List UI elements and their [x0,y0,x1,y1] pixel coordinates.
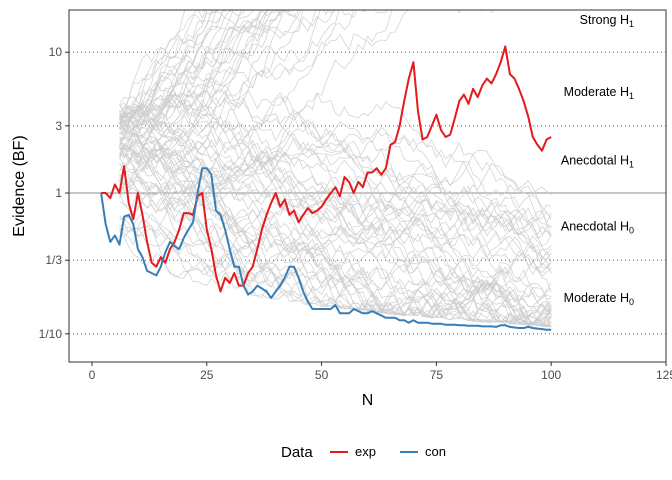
simulation-line [119,10,224,128]
simulation-line [119,190,552,245]
simulation-line [119,227,552,319]
simulation-line [119,68,552,262]
simulation-line [119,161,552,328]
background-simulations [119,10,552,328]
simulation-line [119,10,282,165]
simulation-line [119,10,230,142]
simulation-line [119,186,552,318]
simulation-line [119,94,552,287]
panel-border [68,9,667,363]
simulation-line [119,94,552,261]
simulation-line [119,132,552,292]
simulation-line [119,10,242,118]
simulation-line [119,10,462,160]
series-line-con [100,167,552,331]
simulation-line [119,170,552,328]
simulation-line [119,133,552,318]
legend-label-exp: exp [355,444,376,459]
simulation-line [119,114,552,233]
simulation-line [119,73,552,247]
simulation-line [119,10,329,199]
simulation-line [119,109,552,256]
y-tick-label-0: 1/10 [39,327,63,341]
annotation-4: Moderate H0 [564,291,634,307]
x-tick-label-2: 50 [315,368,329,382]
simulation-line [119,131,552,326]
simulation-line [119,10,393,221]
simulation-line [119,10,197,120]
simulation-line [119,10,299,125]
simulation-line [119,109,552,308]
simulation-line [119,10,227,116]
simulation-line [119,10,358,197]
y-axis-title: Evidence (BF) [11,135,28,236]
simulation-line [119,10,313,130]
x-tick-label-5: 125 [656,368,672,382]
simulation-line [119,10,208,115]
annotation-1: Moderate H1 [564,85,634,101]
simulation-line [119,186,552,270]
series-line-exp [101,45,552,293]
series-lines [100,45,552,331]
simulation-line [119,146,552,328]
x-tick-label-3: 75 [430,368,444,382]
simulation-line [119,120,552,325]
legend-title: Data [281,444,313,461]
y-tick-label-2: 1 [55,186,62,200]
simulation-line [119,128,552,196]
x-tick-label-0: 0 [89,368,96,382]
legend: Data exp con [281,444,446,461]
simulation-line [119,10,304,133]
axes: 0 25 50 75 100 125 1/10 1/3 1 3 10 [39,45,672,382]
y-tick-label-1: 1/3 [45,253,62,267]
reference-lines [69,51,666,335]
annotation-2: Anecdotal H1 [561,154,634,170]
simulation-line [119,109,552,237]
simulation-line [119,104,552,237]
x-tick-label-1: 25 [200,368,214,382]
legend-label-con: con [425,444,446,459]
simulation-line [119,136,552,220]
evidence-annotations: Strong H1 Moderate H1 Anecdotal H1 Anecdota… [561,13,634,307]
simulation-line [119,10,388,182]
simulation-line [119,10,268,146]
simulation-line [119,10,495,147]
simulation-line [119,126,552,321]
x-tick-label-4: 100 [541,368,561,382]
y-tick-label-4: 10 [49,45,63,59]
x-axis-title: N [362,392,374,409]
simulation-line [119,10,261,119]
simulation-line [119,10,316,166]
simulation-line [119,10,309,124]
y-tick-label-3: 3 [55,119,62,133]
simulation-line [119,120,552,274]
annotation-3: Anecdotal H0 [561,219,634,235]
simulation-line [119,10,410,141]
simulation-line [119,10,245,129]
simulation-line [119,146,552,321]
simulation-line [119,10,214,118]
simulation-line [119,173,552,320]
simulation-line [119,10,291,192]
annotation-0: Strong H1 [580,13,634,29]
